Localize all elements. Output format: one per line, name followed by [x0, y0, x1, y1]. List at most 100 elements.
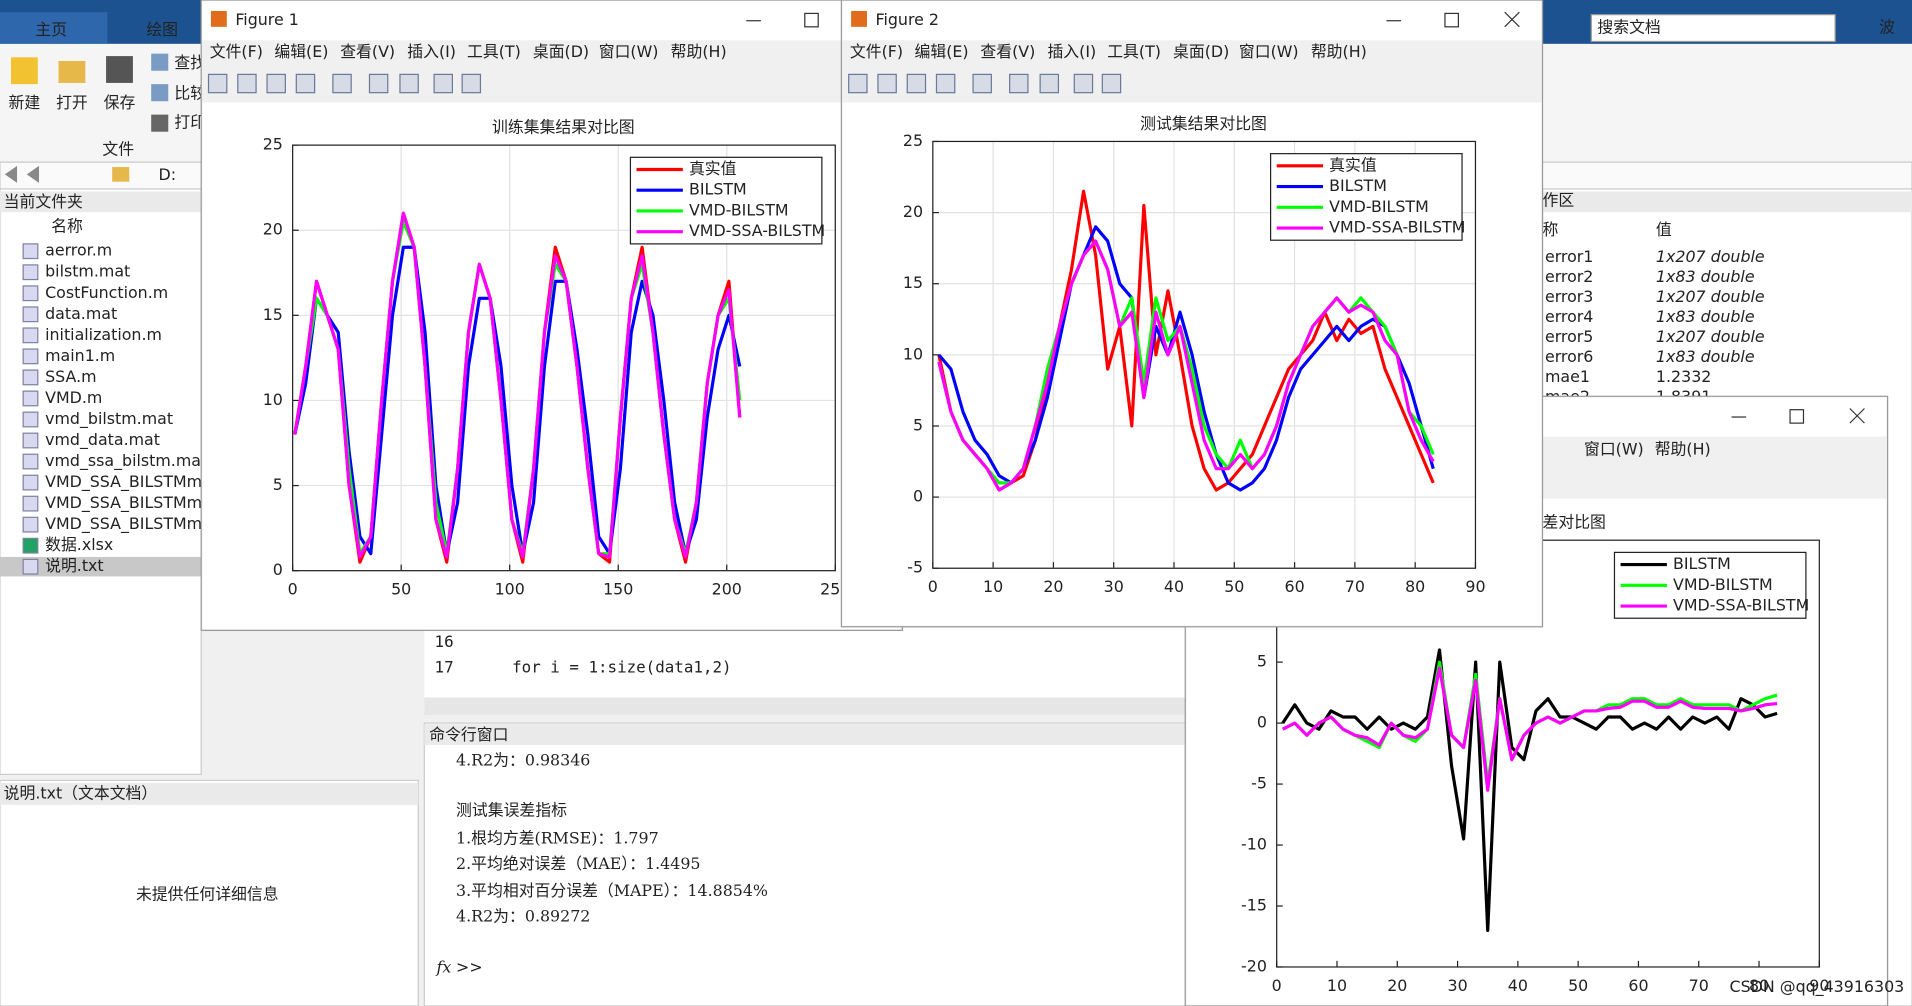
menu-item[interactable]: 查看(V)	[980, 42, 1035, 61]
window-title: Figure 2	[876, 10, 940, 29]
file-name[interactable]: SSA.m	[45, 367, 96, 386]
file-name[interactable]: main1.m	[45, 346, 115, 365]
menu-item[interactable]: 桌面(D)	[533, 42, 589, 61]
menu-item[interactable]: 查看(V)	[340, 42, 395, 61]
y-tick-label: -15	[1241, 896, 1267, 915]
close[interactable]	[1504, 11, 1520, 28]
menu-item[interactable]: 编辑(E)	[915, 42, 969, 61]
ws-var-name[interactable]: error5	[1545, 327, 1593, 346]
search-box-text[interactable]: 搜索文档	[1597, 18, 1660, 37]
y-tick-label: 10	[903, 344, 923, 363]
selected-row	[0, 556, 202, 577]
ws-var-name[interactable]: mae1	[1545, 367, 1590, 386]
ws-var-name[interactable]: error1	[1545, 247, 1593, 266]
tool-icon[interactable]	[332, 73, 352, 94]
file-name[interactable]: vmd_ssa_bilstm.mat	[45, 451, 207, 471]
menu-item[interactable]: 文件(F)	[210, 42, 263, 61]
file-name[interactable]: data.mat	[45, 304, 117, 323]
tool-icon[interactable]	[461, 73, 482, 94]
close[interactable]	[1849, 408, 1865, 424]
y-tick-label: 10	[263, 390, 283, 409]
tool-icon[interactable]	[848, 73, 868, 94]
tool-icon[interactable]	[237, 73, 257, 94]
tool-icon[interactable]	[1073, 73, 1094, 94]
tool-icon[interactable]	[368, 73, 389, 94]
tool-icon[interactable]	[906, 73, 927, 94]
command-window	[423, 722, 1186, 1006]
file-name[interactable]: vmd_data.mat	[45, 430, 160, 450]
toolstrip-button[interactable]: 查找	[174, 53, 206, 72]
tool-icon[interactable]	[266, 73, 286, 94]
toolstrip-button[interactable]: 比较	[174, 83, 206, 102]
file-name[interactable]: VMD.m	[45, 388, 102, 407]
tab[interactable]: 主页	[35, 20, 67, 39]
y-tick-label: 0	[913, 487, 923, 506]
axes-box	[932, 140, 1477, 569]
ws-var-name[interactable]: error3	[1545, 287, 1593, 306]
tool-icon[interactable]	[295, 73, 316, 94]
menu-item[interactable]: 窗口(W)	[1584, 439, 1644, 458]
tool-icon[interactable]	[935, 73, 956, 94]
toolbar	[202, 67, 902, 102]
maximize[interactable]	[1444, 12, 1459, 28]
file-icon	[22, 264, 39, 281]
ws-var-name[interactable]: error2	[1545, 267, 1593, 286]
file-icon	[22, 495, 39, 512]
tool-icon[interactable]	[1101, 73, 1122, 94]
file-name[interactable]: VMD_SSA_BILSTMma	[45, 493, 212, 513]
maximize[interactable]	[804, 12, 819, 28]
x-tick-label: 70	[1345, 577, 1365, 596]
toolstrip-button[interactable]: 打开	[56, 93, 88, 112]
menu-item[interactable]: 工具(T)	[467, 42, 521, 61]
tool-icon[interactable]	[1039, 73, 1060, 94]
menu-item[interactable]: 窗口(W)	[1239, 42, 1299, 61]
x-tick-label: 30	[1447, 976, 1467, 995]
menu-item[interactable]: 工具(T)	[1107, 42, 1161, 61]
menu-item[interactable]: 桌面(D)	[1173, 42, 1229, 61]
file-name[interactable]: bilstm.mat	[45, 262, 130, 281]
tab[interactable]: 绘图	[146, 20, 178, 39]
ws-var-name[interactable]: error4	[1545, 307, 1593, 326]
toolstrip-button[interactable]: 保存	[104, 93, 136, 112]
tool-icon[interactable]	[207, 73, 228, 94]
file-name[interactable]: aerror.m	[45, 241, 112, 260]
tool-icon[interactable]	[972, 73, 992, 94]
x-tick-label: 200	[712, 580, 742, 599]
tool-icon[interactable]	[877, 73, 897, 94]
file-name[interactable]: 数据.xlsx	[45, 535, 113, 554]
file-name[interactable]: vmd_bilstm.mat	[45, 409, 173, 429]
file-icon	[22, 369, 39, 386]
tool-icon[interactable]	[433, 73, 454, 94]
toolstrip-button[interactable]: 打印	[174, 113, 206, 132]
file-name[interactable]: VMD_SSA_BILSTMma	[45, 514, 212, 534]
y-tick-label: 15	[263, 305, 283, 324]
x-tick-label: 20	[1043, 577, 1063, 596]
menu-item[interactable]: 窗口(W)	[599, 42, 659, 61]
menu-item[interactable]: 帮助(H)	[671, 42, 727, 61]
menu-item[interactable]: 插入(I)	[407, 42, 456, 61]
tool-icon[interactable]	[399, 73, 419, 94]
maximize[interactable]	[1789, 409, 1805, 424]
toolstrip-button[interactable]: 新建	[9, 93, 41, 112]
menu-item[interactable]: 插入(I)	[1047, 42, 1096, 61]
ws-var-value: 1x83 double	[1656, 307, 1755, 326]
file-name[interactable]: initialization.m	[45, 325, 162, 344]
file-name[interactable]: VMD_SSA_BILSTMma	[45, 472, 212, 492]
file-name[interactable]: 说明.txt	[45, 556, 104, 575]
title-bar	[202, 1, 902, 41]
file-icon	[22, 453, 39, 470]
y-tick-label: -10	[1241, 835, 1267, 854]
file-name[interactable]: CostFunction.m	[45, 283, 168, 302]
path-text[interactable]: D:	[159, 165, 177, 184]
tool-icon[interactable]	[1009, 73, 1029, 94]
menu-item[interactable]: 帮助(H)	[1655, 439, 1711, 458]
cw-prompt[interactable]: >>	[456, 958, 483, 977]
menu-item[interactable]: 文件(F)	[850, 42, 903, 61]
x-tick-label: 60	[1284, 577, 1304, 596]
menu-item[interactable]: 编辑(E)	[274, 42, 328, 61]
menu-item[interactable]: 帮助(H)	[1311, 42, 1367, 61]
legend-label: VMD-SSA-BILSTM	[1673, 596, 1809, 615]
ws-var-name[interactable]: error6	[1545, 347, 1593, 366]
back-arrow[interactable]	[4, 165, 40, 183]
